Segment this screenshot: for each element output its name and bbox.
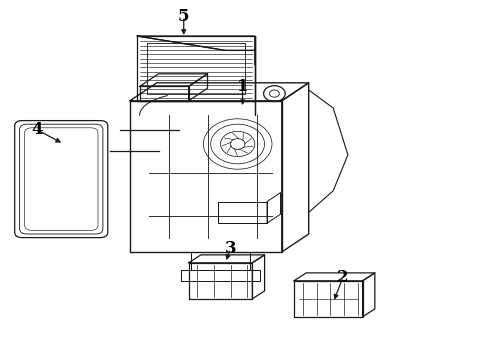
Text: 2: 2 [337,269,349,286]
Text: 1: 1 [237,78,248,95]
Text: 4: 4 [31,121,43,138]
Text: 5: 5 [178,8,190,25]
Text: 3: 3 [224,240,236,257]
